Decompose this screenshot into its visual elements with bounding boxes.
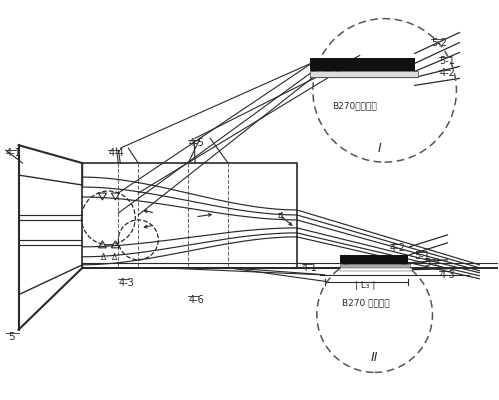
Text: 4: 4 bbox=[278, 212, 284, 222]
Text: 4-3: 4-3 bbox=[118, 278, 134, 288]
Text: B270玻璃基板: B270玻璃基板 bbox=[332, 101, 377, 110]
Bar bbox=[310, 72, 418, 78]
Text: 4-4: 4-4 bbox=[108, 148, 124, 158]
Text: 4-1: 4-1 bbox=[5, 148, 21, 158]
Text: Δ: Δ bbox=[101, 253, 106, 262]
Text: 4-3: 4-3 bbox=[440, 270, 455, 280]
Bar bbox=[340, 264, 410, 268]
Bar bbox=[310, 58, 415, 72]
Text: 4-2: 4-2 bbox=[440, 68, 456, 78]
Text: 4-5: 4-5 bbox=[188, 138, 204, 148]
Bar bbox=[340, 255, 408, 264]
Text: 5-1: 5-1 bbox=[415, 251, 431, 261]
Text: 4-2: 4-2 bbox=[390, 243, 406, 253]
Bar bbox=[340, 268, 412, 271]
Text: 5-2: 5-2 bbox=[425, 258, 441, 268]
Text: 5: 5 bbox=[8, 332, 14, 342]
Text: 5-1: 5-1 bbox=[440, 56, 456, 66]
Text: II: II bbox=[371, 351, 378, 364]
Text: Δ: Δ bbox=[112, 253, 117, 262]
Text: 4-6: 4-6 bbox=[188, 295, 204, 305]
Text: B270 玻璃基板: B270 玻璃基板 bbox=[342, 298, 390, 307]
Text: 5-2: 5-2 bbox=[432, 38, 448, 48]
Text: I: I bbox=[378, 142, 382, 155]
Text: | L₃ |: | L₃ | bbox=[355, 281, 376, 290]
Bar bbox=[82, 163, 297, 268]
Text: 4-1: 4-1 bbox=[302, 263, 317, 273]
